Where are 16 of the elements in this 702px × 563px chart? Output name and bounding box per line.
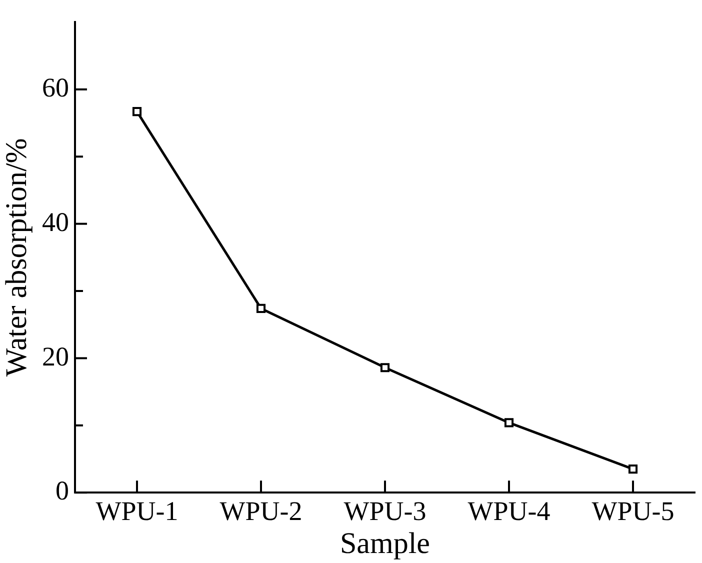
y-axis-title: Water absorption/% [0,138,33,377]
x-tick-label: WPU-2 [220,496,302,526]
x-axis-title: Sample [340,526,430,560]
x-tick-label: WPU-4 [468,496,551,526]
y-tick-label: 60 [42,72,69,102]
x-tick-label: WPU-1 [96,496,178,526]
point [132,107,142,116]
y-tick-label: 40 [42,206,69,237]
y-tick-label: 20 [42,341,69,372]
y-tick-label: 0 [56,476,69,506]
x-tick-label: WPU-3 [344,496,426,526]
point [504,418,514,428]
point [380,363,390,372]
x-tick-label: WPU-5 [592,496,674,526]
point [628,464,638,474]
point [256,304,266,314]
